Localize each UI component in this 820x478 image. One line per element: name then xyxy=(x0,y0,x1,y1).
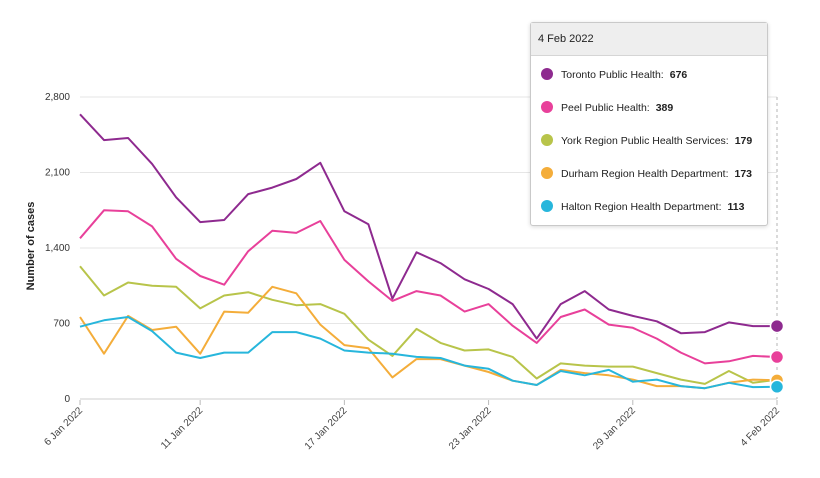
peel-color-dot xyxy=(541,101,553,114)
hover-marker-0 xyxy=(769,318,785,334)
hover-markers xyxy=(769,318,785,395)
toronto-color-dot xyxy=(541,68,553,81)
x-tick-label: 6 Jan 2022 xyxy=(42,405,85,448)
y-tick-label: 2,800 xyxy=(45,92,70,103)
series-lines xyxy=(79,113,778,390)
y-tick-label: 1,400 xyxy=(45,243,70,254)
tooltip-row-peel: Peel Public Health: 389 xyxy=(541,100,673,116)
tooltip: 4 Feb 2022 Toronto Public Health: 676 Pee… xyxy=(530,22,768,226)
tooltip-label: Peel Public Health: xyxy=(561,102,650,114)
y-axis-ticks: 0 700 1,400 2,100 2,800 xyxy=(45,92,70,405)
halton-color-dot xyxy=(541,200,553,213)
x-tick-label: 29 Jan 2022 xyxy=(591,405,638,452)
y-tick-label: 700 xyxy=(53,319,70,330)
tooltip-label: Durham Region Health Department: xyxy=(561,168,729,180)
tooltip-value: 173 xyxy=(734,168,753,180)
tooltip-value: 389 xyxy=(655,102,674,114)
tooltip-value: 113 xyxy=(727,201,745,213)
tooltip-row-halton: Halton Region Health Department: 113 xyxy=(541,199,744,215)
hover-marker-4 xyxy=(769,379,785,395)
tooltip-date: 4 Feb 2022 xyxy=(531,23,767,56)
y-axis-title: Number of cases xyxy=(25,202,37,291)
series-line-3 xyxy=(79,285,778,390)
series-line-1 xyxy=(79,209,778,365)
tooltip-value: 676 xyxy=(669,69,688,81)
x-tick-label: 17 Jan 2022 xyxy=(303,405,350,452)
tooltip-row-york: York Region Public Health Services: 179 xyxy=(541,133,752,149)
x-axis-ticks: 6 Jan 2022 11 Jan 2022 17 Jan 2022 23 Jan 2… xyxy=(42,400,782,452)
x-tick-label: 4 Feb 2022 xyxy=(739,405,783,449)
series-line-4 xyxy=(79,316,778,390)
tooltip-label: York Region Public Health Services: xyxy=(561,135,729,147)
y-tick-label: 0 xyxy=(64,394,70,405)
york-color-dot xyxy=(541,134,553,147)
tooltip-row-toronto: Toronto Public Health: 676 xyxy=(541,67,687,83)
durham-color-dot xyxy=(541,167,553,180)
series-line-2 xyxy=(79,265,778,385)
y-tick-label: 2,100 xyxy=(45,168,70,179)
tooltip-value: 179 xyxy=(734,135,753,147)
tooltip-row-durham: Durham Region Health Department: 173 xyxy=(541,166,752,182)
x-tick-label: 23 Jan 2022 xyxy=(447,405,494,452)
tooltip-label: Toronto Public Health: xyxy=(561,69,664,81)
hover-marker-1 xyxy=(769,349,785,365)
x-tick-label: 11 Jan 2022 xyxy=(159,405,205,451)
tooltip-label: Halton Region Health Department: xyxy=(561,201,722,213)
series-line-0 xyxy=(79,113,777,340)
